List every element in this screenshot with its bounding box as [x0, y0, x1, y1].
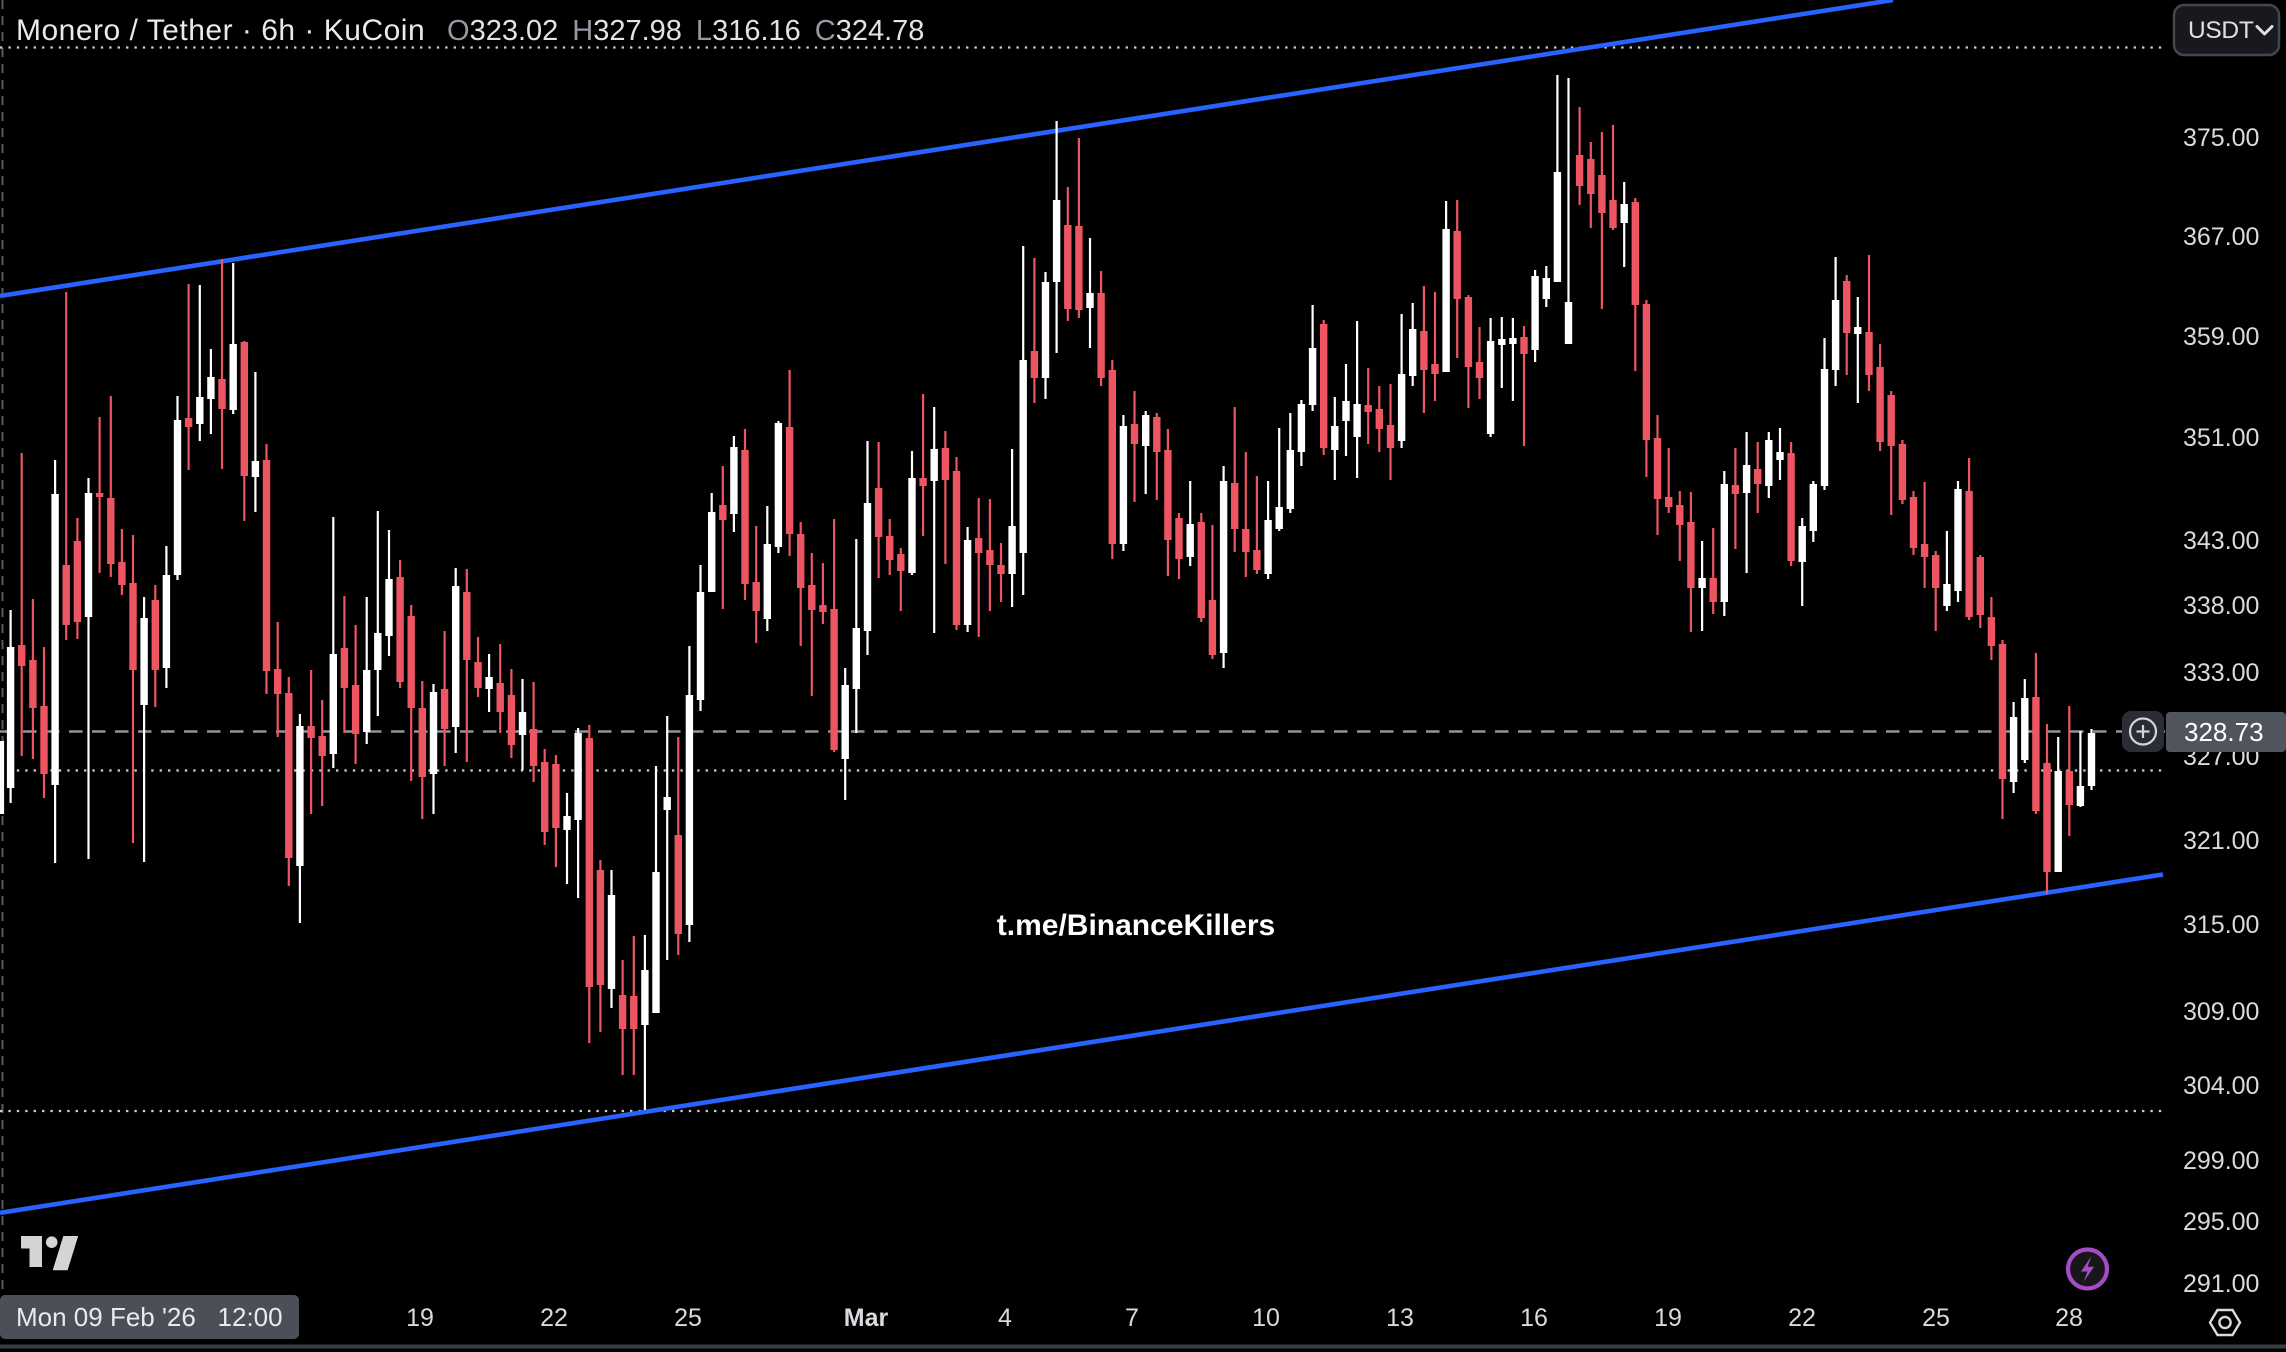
- svg-text:16: 16: [1520, 1304, 1548, 1332]
- svg-text:359.00: 359.00: [2183, 323, 2259, 351]
- svg-text:7: 7: [1125, 1304, 1139, 1332]
- svg-text:309.00: 309.00: [2183, 998, 2259, 1026]
- svg-text:25: 25: [674, 1304, 702, 1332]
- svg-text:291.00: 291.00: [2183, 1270, 2259, 1298]
- svg-text:Monero / Tether · 6h · KuCoin: Monero / Tether · 6h · KuCoin: [16, 14, 425, 47]
- svg-text:22: 22: [540, 1304, 568, 1332]
- svg-text:Mon 09 Feb '26 12:00: Mon 09 Feb '26 12:00: [16, 1302, 283, 1332]
- svg-text:28: 28: [2055, 1304, 2083, 1332]
- svg-text:338.00: 338.00: [2183, 592, 2259, 620]
- svg-text:367.00: 367.00: [2183, 223, 2259, 251]
- svg-text:304.00: 304.00: [2183, 1072, 2259, 1100]
- svg-text:328.73: 328.73: [2184, 717, 2264, 747]
- svg-text:Mar: Mar: [844, 1304, 889, 1332]
- svg-text:22: 22: [1788, 1304, 1816, 1332]
- svg-text:295.00: 295.00: [2183, 1208, 2259, 1236]
- svg-text:19: 19: [406, 1304, 434, 1332]
- svg-text:13: 13: [1386, 1304, 1414, 1332]
- svg-text:4: 4: [998, 1304, 1012, 1332]
- svg-text:10: 10: [1252, 1304, 1280, 1332]
- svg-text:25: 25: [1922, 1304, 1950, 1332]
- svg-text:321.00: 321.00: [2183, 827, 2259, 855]
- svg-text:t.me/BinanceKillers: t.me/BinanceKillers: [997, 909, 1275, 942]
- svg-text:315.00: 315.00: [2183, 911, 2259, 939]
- svg-text:19: 19: [1654, 1304, 1682, 1332]
- svg-text:375.00: 375.00: [2183, 124, 2259, 152]
- svg-text:333.00: 333.00: [2183, 659, 2259, 687]
- svg-text:299.00: 299.00: [2183, 1147, 2259, 1175]
- svg-text:343.00: 343.00: [2183, 527, 2259, 555]
- svg-text:USDT: USDT: [2188, 17, 2254, 44]
- svg-text:351.00: 351.00: [2183, 424, 2259, 452]
